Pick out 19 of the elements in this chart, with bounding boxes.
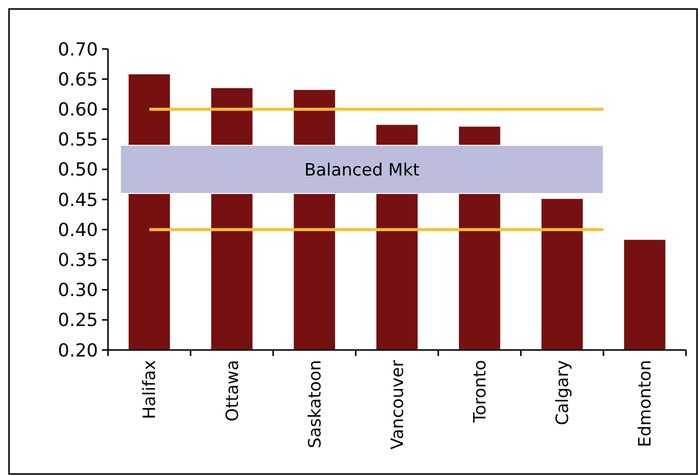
x-tick-label: Toronto: [470, 360, 491, 424]
y-tick-label: 0.50: [58, 160, 98, 181]
y-tick-label: 0.40: [58, 220, 98, 241]
x-tick-label: Vancouver: [388, 360, 408, 450]
x-tick-label: Edmonton: [636, 360, 656, 448]
y-tick-label: 0.20: [58, 340, 98, 362]
y-tick-label: 0.30: [58, 280, 98, 302]
x-tick-label: Ottawa: [222, 360, 243, 422]
x-tick-label: Calgary: [553, 360, 574, 426]
y-tick-label: 0.25: [58, 310, 98, 332]
y-tick-label: 0.55: [58, 130, 98, 151]
y-tick-label: 0.45: [58, 190, 98, 211]
y-tick-label: 0.65: [58, 69, 98, 90]
x-tick-label: Saskatoon: [305, 360, 326, 448]
y-tick-label: 0.60: [58, 100, 98, 120]
y-tick-label: 0.35: [58, 250, 98, 271]
band-label: Balanced Mkt: [304, 160, 420, 180]
y-tick-label: 0.70: [58, 39, 98, 60]
x-tick-label: Halifax: [140, 360, 160, 420]
